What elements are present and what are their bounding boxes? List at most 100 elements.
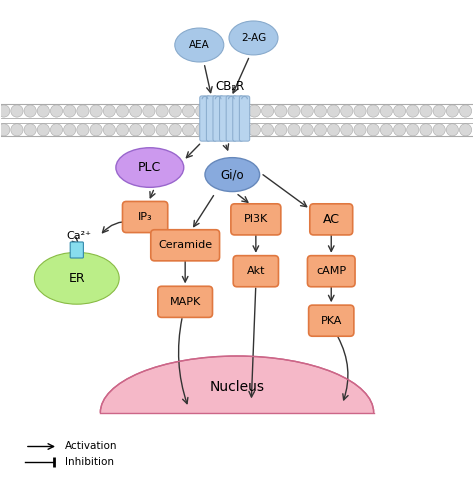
Circle shape <box>196 124 208 136</box>
Circle shape <box>459 124 472 136</box>
Circle shape <box>156 124 168 136</box>
Circle shape <box>209 124 221 136</box>
Text: PI3K: PI3K <box>244 214 268 224</box>
Circle shape <box>301 105 313 117</box>
FancyBboxPatch shape <box>122 202 168 232</box>
Text: AC: AC <box>323 213 340 226</box>
FancyBboxPatch shape <box>233 256 278 287</box>
FancyBboxPatch shape <box>206 96 217 141</box>
Circle shape <box>433 105 445 117</box>
Circle shape <box>129 124 142 136</box>
Circle shape <box>50 124 63 136</box>
Circle shape <box>420 105 432 117</box>
Circle shape <box>37 105 49 117</box>
Circle shape <box>275 124 287 136</box>
Circle shape <box>354 124 366 136</box>
Text: Ceramide: Ceramide <box>158 240 212 250</box>
Circle shape <box>117 124 128 136</box>
Circle shape <box>446 105 458 117</box>
FancyBboxPatch shape <box>309 305 354 336</box>
Circle shape <box>235 105 247 117</box>
Circle shape <box>24 124 36 136</box>
Circle shape <box>169 105 182 117</box>
Circle shape <box>143 124 155 136</box>
Ellipse shape <box>205 158 260 192</box>
Circle shape <box>24 105 36 117</box>
Circle shape <box>90 105 102 117</box>
FancyBboxPatch shape <box>219 96 230 141</box>
Circle shape <box>143 105 155 117</box>
FancyBboxPatch shape <box>213 96 223 141</box>
FancyBboxPatch shape <box>70 242 83 258</box>
Circle shape <box>459 105 472 117</box>
Text: Ca²⁺: Ca²⁺ <box>67 231 91 241</box>
Circle shape <box>11 105 23 117</box>
Circle shape <box>275 105 287 117</box>
Ellipse shape <box>116 148 184 188</box>
Text: cAMP: cAMP <box>316 266 346 276</box>
Circle shape <box>248 105 261 117</box>
Circle shape <box>328 124 340 136</box>
Circle shape <box>288 124 300 136</box>
Circle shape <box>248 124 261 136</box>
Circle shape <box>169 124 182 136</box>
FancyBboxPatch shape <box>310 204 353 235</box>
Circle shape <box>446 124 458 136</box>
Text: PKA: PKA <box>320 316 342 326</box>
FancyBboxPatch shape <box>239 96 250 141</box>
Circle shape <box>37 124 49 136</box>
Text: Gi/o: Gi/o <box>220 168 244 181</box>
Circle shape <box>156 105 168 117</box>
FancyBboxPatch shape <box>151 230 219 261</box>
FancyBboxPatch shape <box>233 96 243 141</box>
Circle shape <box>222 124 234 136</box>
Circle shape <box>11 124 23 136</box>
Circle shape <box>380 105 392 117</box>
FancyBboxPatch shape <box>158 286 212 318</box>
Circle shape <box>90 124 102 136</box>
Circle shape <box>182 105 195 117</box>
Circle shape <box>393 105 406 117</box>
Circle shape <box>380 124 392 136</box>
Circle shape <box>407 124 419 136</box>
Text: ER: ER <box>68 272 85 285</box>
Circle shape <box>354 105 366 117</box>
Circle shape <box>0 105 10 117</box>
Circle shape <box>262 105 274 117</box>
Circle shape <box>433 124 445 136</box>
Circle shape <box>341 105 353 117</box>
Circle shape <box>103 124 116 136</box>
Text: Nucleus: Nucleus <box>210 380 264 394</box>
FancyBboxPatch shape <box>231 204 281 235</box>
Circle shape <box>262 124 274 136</box>
Ellipse shape <box>229 21 278 55</box>
Text: CB₂R: CB₂R <box>215 80 245 92</box>
Text: Activation: Activation <box>65 442 118 452</box>
Circle shape <box>328 105 340 117</box>
Circle shape <box>77 124 89 136</box>
Circle shape <box>64 105 76 117</box>
Circle shape <box>314 105 327 117</box>
Circle shape <box>64 124 76 136</box>
Text: PLC: PLC <box>138 161 162 174</box>
Ellipse shape <box>175 28 224 62</box>
Circle shape <box>117 105 128 117</box>
Circle shape <box>77 105 89 117</box>
Text: Akt: Akt <box>246 266 265 276</box>
Circle shape <box>341 124 353 136</box>
Circle shape <box>50 105 63 117</box>
Ellipse shape <box>35 252 119 304</box>
FancyBboxPatch shape <box>226 96 237 141</box>
Circle shape <box>182 124 195 136</box>
Circle shape <box>367 105 379 117</box>
Ellipse shape <box>100 356 374 469</box>
Circle shape <box>314 124 327 136</box>
Text: 2-AG: 2-AG <box>241 33 266 43</box>
Circle shape <box>196 105 208 117</box>
Circle shape <box>235 124 247 136</box>
Circle shape <box>103 105 116 117</box>
Circle shape <box>367 124 379 136</box>
Text: IP₃: IP₃ <box>138 212 153 222</box>
Text: MAPK: MAPK <box>170 297 201 307</box>
Circle shape <box>393 124 406 136</box>
